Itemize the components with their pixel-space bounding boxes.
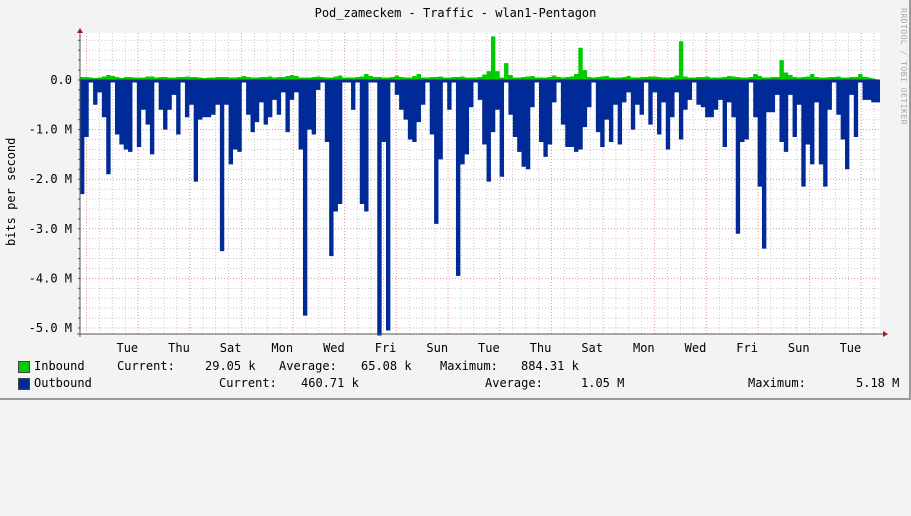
y-tick-label: -2.0 M [29, 172, 72, 186]
inbound-average-value: 65.08 k [361, 359, 412, 373]
x-tick-label: Sun [426, 341, 448, 355]
inbound-maximum-label: Maximum: [440, 359, 498, 373]
x-axis-arrow-icon [883, 331, 888, 337]
outbound-current-value: 460.71 k [301, 376, 359, 390]
legend-row-outbound: Outbound Current: 460.71 k Average: 1.05… [18, 376, 899, 391]
x-tick-label: Tue [840, 341, 862, 355]
x-tick-label: Wed [685, 341, 707, 355]
graph-frame [0, 0, 911, 400]
outbound-maximum-value: 5.18 M [856, 376, 900, 390]
y-tick-label: -1.0 M [29, 123, 72, 137]
inbound-current-value: 29.05 k [205, 359, 256, 373]
outbound-area [80, 80, 880, 336]
y-tick-labels: 0.0 -1.0 M -2.0 M -3.0 M -4.0 M -5.0 M [29, 73, 72, 335]
outbound-average-label: Average: [485, 376, 543, 390]
inbound-average-label: Average: [279, 359, 337, 373]
x-tick-labels: Tue Thu Sat Mon Wed Fri Sun Tue Thu Sat Mon Wed Fri S… [116, 341, 861, 355]
outbound-maximum-label: Maximum: [748, 376, 806, 390]
x-tick-label: Sun [788, 341, 810, 355]
inbound-label: Inbound [34, 359, 85, 373]
inbound-current-label: Current: [117, 359, 175, 373]
y-axis-arrow-icon [77, 28, 83, 33]
x-tick-label: Tue [478, 341, 500, 355]
chart-title: Pod_zameckem - Traffic - wlan1-Pentagon [314, 6, 597, 20]
x-tick-label: Mon [633, 341, 655, 355]
legend-row-inbound: Inbound Current: 29.05 k Average: 65.08 … [18, 359, 579, 374]
x-tick-label: Fri [736, 341, 758, 355]
x-tick-label: Wed [323, 341, 345, 355]
y-tick-label: 0.0 [50, 73, 72, 87]
x-tick-label: Sat [581, 341, 603, 355]
legend: Inbound Current: 29.05 k Average: 65.08 … [0, 359, 911, 395]
y-tick-label: -5.0 M [29, 321, 72, 335]
x-tick-label: Mon [271, 341, 293, 355]
outbound-average-value: 1.05 M [581, 376, 625, 390]
inbound-maximum-value: 884.31 k [521, 359, 579, 373]
x-tick-label: Sat [220, 341, 242, 355]
outbound-label: Outbound [34, 376, 92, 390]
outbound-current-label: Current: [219, 376, 277, 390]
inbound-swatch [18, 361, 30, 373]
y-tick-label: -4.0 M [29, 271, 72, 285]
x-tick-label: Thu [530, 341, 552, 355]
traffic-areas [80, 36, 880, 336]
x-tick-label: Fri [375, 341, 397, 355]
axes [77, 28, 888, 337]
y-tick-label: -3.0 M [29, 222, 72, 236]
outbound-swatch [18, 378, 30, 390]
traffic-chart: 0.0 -1.0 M -2.0 M -3.0 M -4.0 M -5.0 M Tue Thu… [29, 28, 888, 355]
x-tick-label: Thu [168, 341, 190, 355]
rrdtool-watermark: RRDTOOL / TOBI OETIKER [899, 8, 908, 125]
x-tick-label: Tue [116, 341, 138, 355]
inbound-area [80, 36, 880, 80]
